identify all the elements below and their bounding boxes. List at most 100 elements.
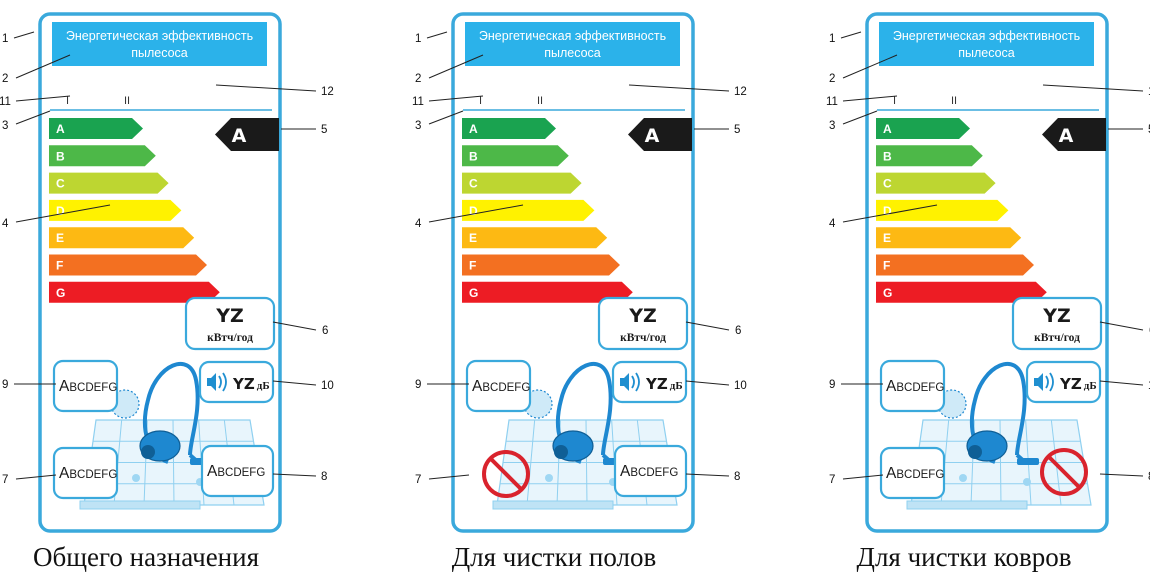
label-caption: Для чистки ковров [857, 542, 1072, 572]
class-letter: B [469, 149, 478, 163]
class-arrow [876, 118, 970, 139]
rating-indicator [628, 118, 692, 151]
supplier-mark: I [479, 95, 482, 107]
rating-letter: A [232, 125, 247, 147]
header-title: Энергетическая эффективность [893, 29, 1080, 43]
callout-leader [685, 473, 730, 477]
callout-number: 4 [415, 218, 422, 230]
carpet-class: ABCDEFG [59, 465, 117, 482]
class-arrow [462, 254, 620, 276]
callout-leader [15, 204, 111, 223]
callout-number: 3 [415, 120, 421, 132]
callout-number: 11 [412, 96, 424, 108]
energy-value: YZ [215, 305, 244, 327]
callout-leader [842, 95, 898, 102]
callout-number: 8 [1148, 471, 1150, 483]
callout-leader [842, 110, 878, 125]
callout-number: 5 [1148, 124, 1150, 136]
class-arrow [462, 227, 608, 249]
label-caption: Для чистки полов [452, 542, 657, 572]
energy-consumption-box [597, 296, 689, 351]
callout-number: 2 [2, 73, 8, 85]
hard-floor-class-box [200, 444, 275, 498]
callout-number: 10 [734, 380, 747, 392]
class-letter: F [469, 259, 476, 273]
rating-indicator [215, 118, 279, 151]
class-letter: G [56, 286, 65, 300]
energy-unit: кВтч/год [207, 332, 253, 344]
callout-leader [215, 84, 317, 92]
na-slash [1047, 455, 1081, 489]
callout-number: 7 [415, 474, 421, 486]
class-arrow [876, 199, 1009, 221]
callout-leader [272, 321, 317, 331]
class-letter: B [56, 149, 65, 163]
vacuum-wheel [554, 445, 568, 459]
callout-leader [1099, 473, 1144, 477]
class-letter: C [469, 177, 478, 191]
callout-leader [1099, 321, 1144, 331]
callout-number: 5 [321, 124, 327, 136]
callout-leader [428, 110, 464, 125]
sound-wave [1049, 372, 1054, 392]
speaker-shape [1034, 373, 1043, 391]
class-letter: A [469, 122, 478, 136]
carpet-fringe [79, 500, 201, 510]
vacuum-nozzle [1017, 458, 1039, 465]
callout-number: 10 [321, 380, 334, 392]
header-subtitle: пылесоса [958, 46, 1015, 60]
header-title: Энергетическая эффективность [66, 29, 253, 43]
dust-reemission-box [879, 359, 946, 413]
energy-consumption-box [184, 296, 276, 351]
callout-leader [13, 31, 35, 39]
callout-number: 7 [2, 474, 8, 486]
energy-consumption-box [1011, 296, 1103, 351]
callout-leader [426, 31, 448, 39]
callout-number: 3 [2, 120, 8, 132]
noise-box [198, 360, 275, 404]
dust-reemission-class: ABCDEFG [59, 378, 117, 395]
dust-reemission-box [465, 359, 532, 413]
speaker-shape [620, 373, 629, 391]
speaker-shape [207, 373, 216, 391]
callout-leader [15, 95, 71, 102]
callout-number: 8 [321, 471, 327, 483]
callout-number: 9 [829, 379, 835, 391]
class-arrow [462, 199, 595, 221]
callout-leader [628, 84, 730, 92]
carpet-not-applicable-icon [482, 450, 530, 498]
na-circle [1040, 448, 1088, 496]
callout-number: 2 [829, 73, 835, 85]
class-arrow [49, 172, 169, 194]
class-letter: D [883, 204, 892, 218]
class-letter: D [56, 204, 65, 218]
callout-number: 12 [321, 86, 334, 98]
callout-number: 1 [415, 33, 421, 45]
callout-leader [685, 321, 730, 331]
callout-leader [842, 474, 884, 480]
class-letter: E [883, 231, 891, 245]
class-letter: E [469, 231, 477, 245]
header-band [465, 22, 680, 66]
class-arrow [49, 118, 143, 139]
callout-number: 1 [2, 33, 8, 45]
vacuum-wheel [968, 445, 982, 459]
hard-floor-class: ABCDEFG [620, 463, 678, 480]
noise-value: YZ дБ [1059, 375, 1097, 393]
model-mark: II [951, 95, 957, 107]
callout-leader [15, 474, 57, 480]
callout-number: 9 [2, 379, 8, 391]
callout-leader [1042, 84, 1144, 92]
callout-leader [428, 95, 484, 102]
callout-number: 2 [415, 73, 421, 85]
model-mark: II [537, 95, 543, 107]
class-letter: G [469, 286, 478, 300]
class-arrow [462, 118, 556, 139]
rating-indicator [1042, 118, 1106, 151]
sound-wave [635, 372, 640, 392]
